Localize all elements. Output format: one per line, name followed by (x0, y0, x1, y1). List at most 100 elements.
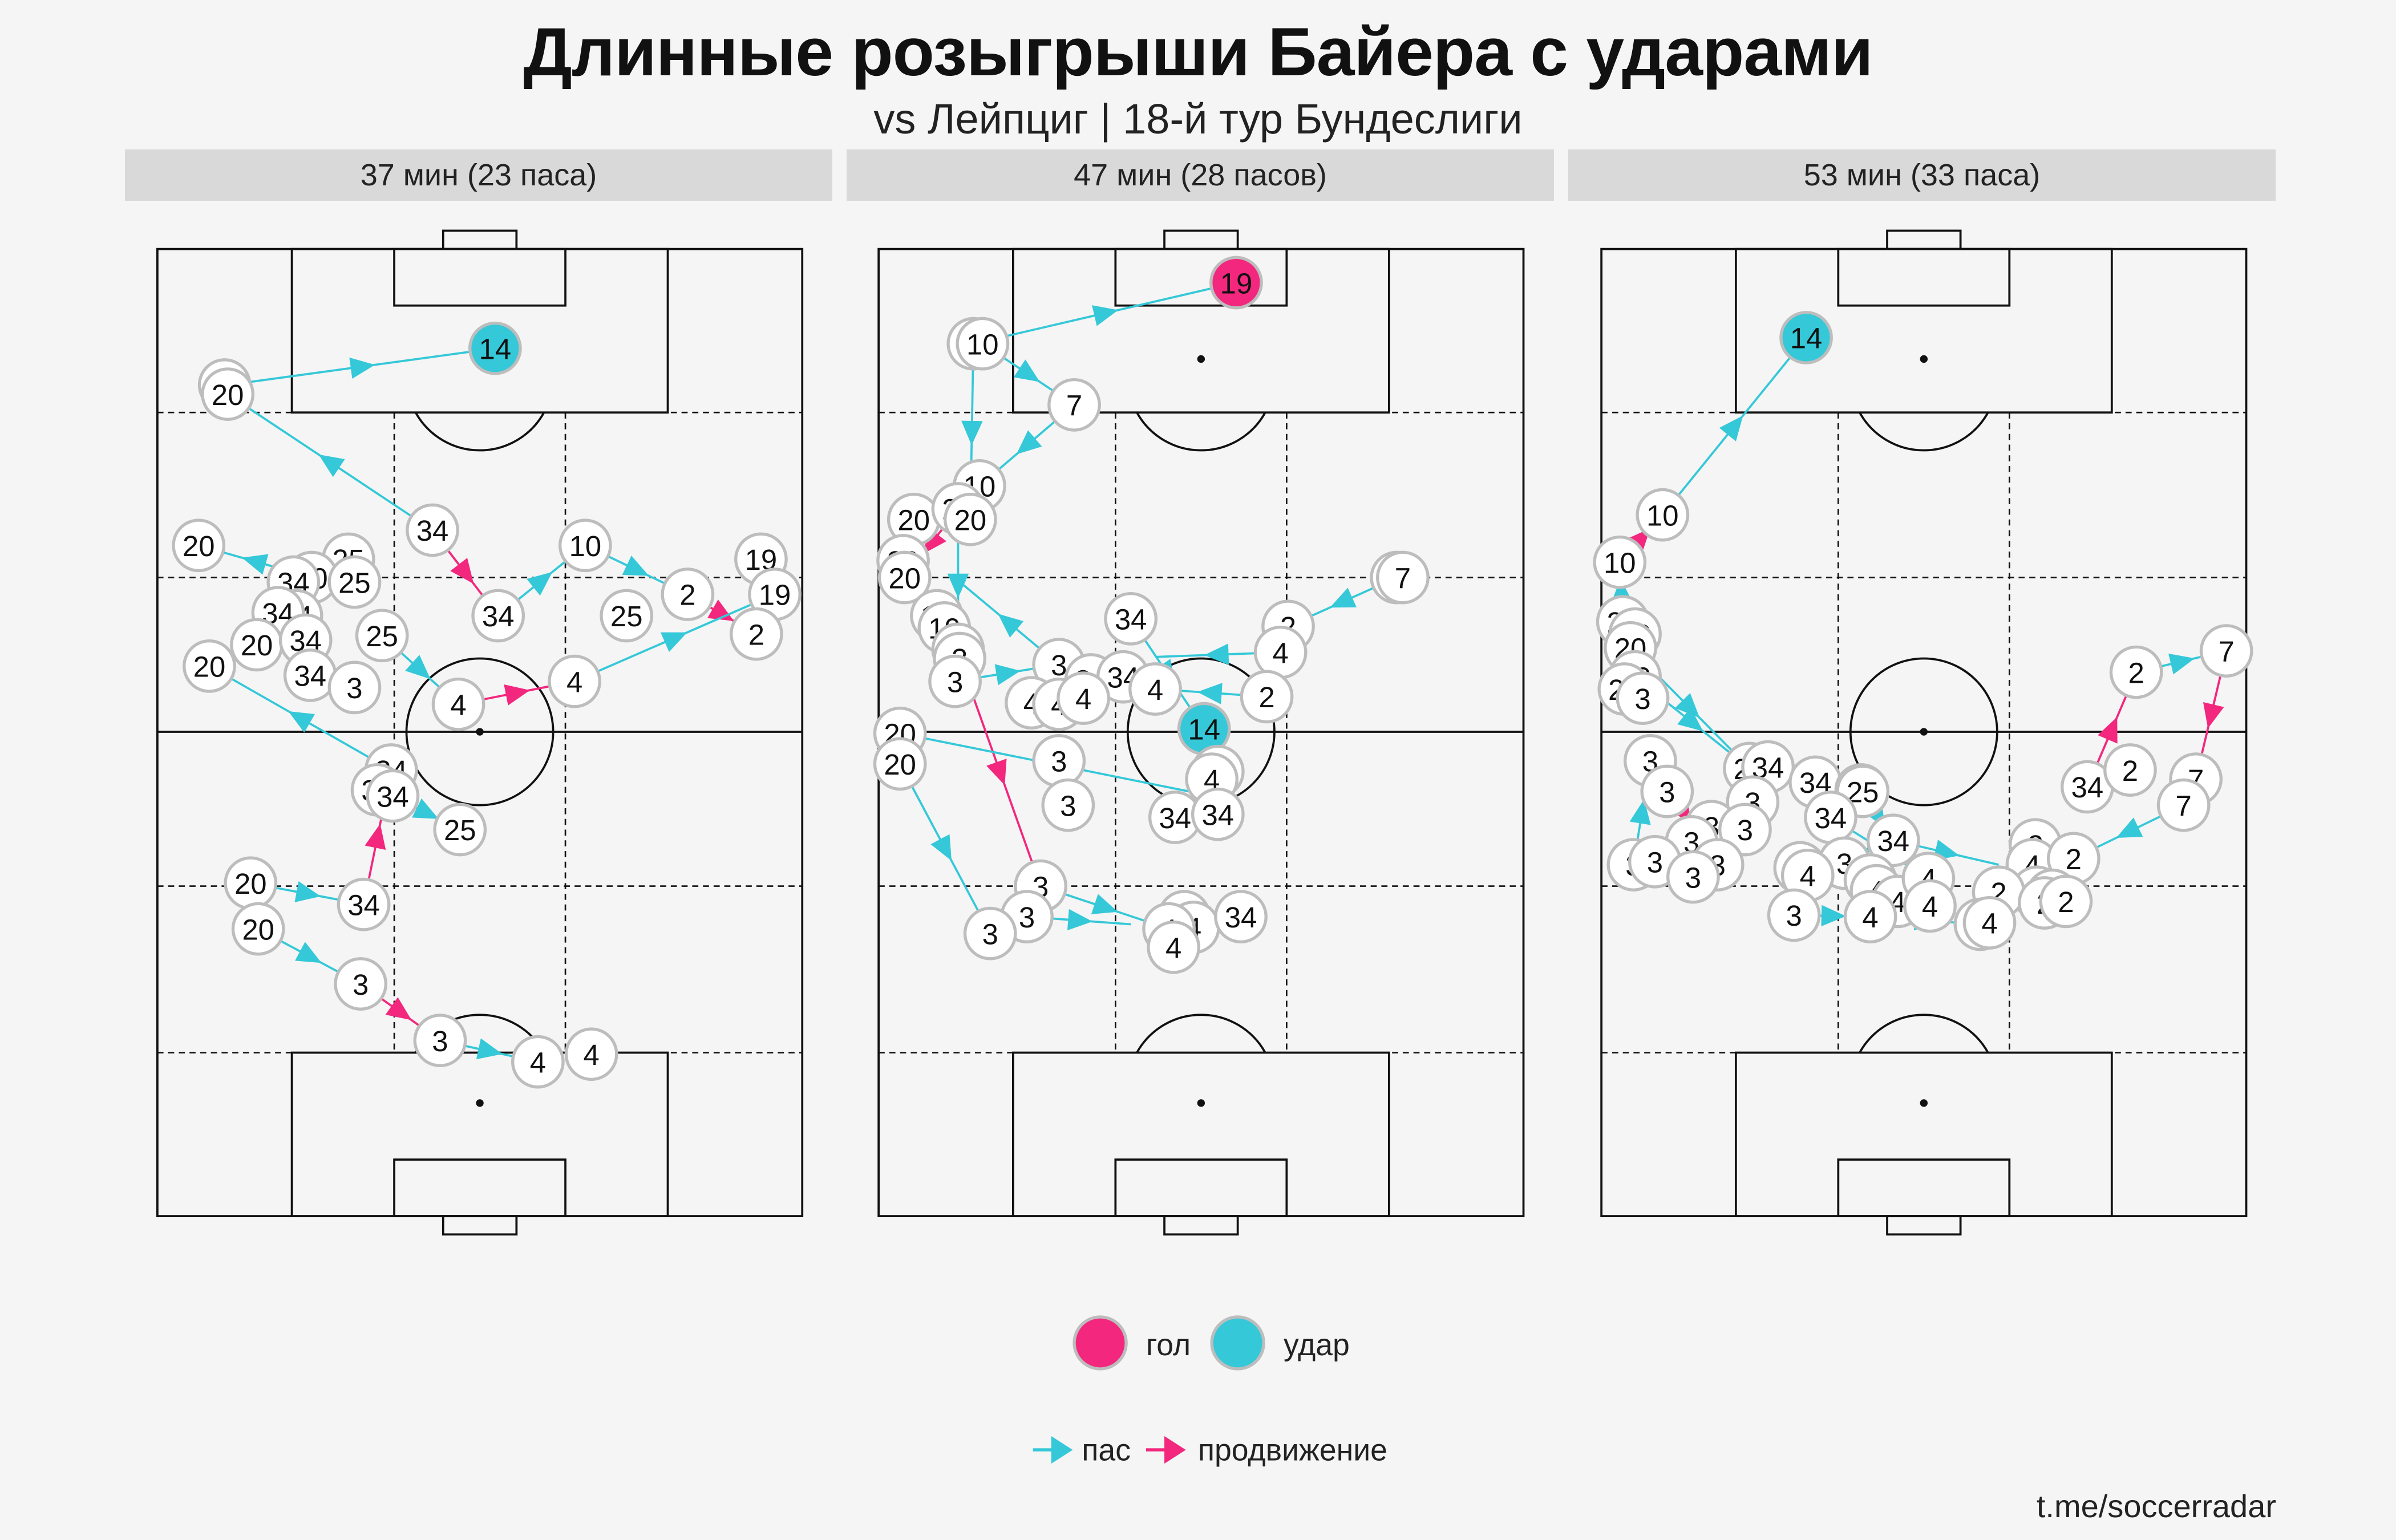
pass-arrow-icon (412, 798, 439, 819)
player-marker (873, 737, 927, 791)
pass-arrow-icon (527, 572, 553, 596)
legend-pass-label: пас (1082, 1434, 1131, 1468)
player-number: 19 (759, 579, 791, 611)
player-node: 3 (1041, 778, 1095, 832)
player-marker (1866, 813, 1920, 868)
player-marker (1636, 488, 1690, 542)
player-number: 25 (338, 566, 371, 599)
goal-top (1886, 229, 1962, 250)
player-number: 3 (1051, 745, 1067, 778)
player-number: 7 (1395, 562, 1411, 594)
player-node: 4 (548, 654, 602, 708)
pass-arrow-icon (1821, 905, 1846, 927)
pass-arrow-icon (2116, 817, 2143, 838)
player-number: 20 (897, 504, 930, 536)
player-marker (2156, 778, 2211, 832)
centre-spot (476, 728, 484, 736)
player-node: 3 (334, 957, 388, 1011)
player-number: 3 (1051, 649, 1067, 682)
player-number: 25 (366, 620, 398, 653)
player-node: 2 (1240, 670, 1294, 724)
player-number: 34 (482, 600, 515, 633)
six-yard-box-bottom (1114, 1158, 1288, 1218)
player-node: 34 (2061, 760, 2114, 814)
carry-arrow-icon (2098, 716, 2118, 744)
player-node: 20 (231, 902, 285, 956)
player-number: 2 (2066, 843, 2082, 876)
carry-arrow-icon (450, 558, 474, 584)
player-number: 2 (2122, 755, 2138, 787)
pass-arrow-icon (405, 655, 431, 679)
player-number: 4 (1272, 637, 1288, 670)
player-number: 20 (954, 504, 987, 536)
player-marker (730, 607, 783, 661)
player-number: 4 (583, 1039, 599, 1071)
pass-arrow-icon (1674, 693, 1700, 718)
player-node: 20 (230, 618, 284, 672)
player-marker (511, 1035, 565, 1089)
player-node: 4 (1128, 662, 1182, 716)
player-number: 34 (1815, 802, 1847, 834)
penalty-spot-top (1197, 355, 1205, 363)
player-number: 7 (1066, 390, 1082, 422)
player-node: 34 (337, 877, 391, 931)
penalty-arc-bottom (1859, 1014, 1989, 1053)
player-marker (327, 660, 382, 715)
player-marker (201, 367, 254, 421)
player-marker (431, 677, 485, 731)
player-number: 34 (1115, 603, 1147, 636)
player-number: 4 (566, 666, 582, 698)
legend-goal-label: гол (1146, 1328, 1191, 1362)
player-marker (1209, 256, 1263, 310)
penalty-spot-bottom (1197, 1099, 1205, 1107)
player-marker (1041, 778, 1095, 832)
legend-carry-arrow-icon (1164, 1436, 1186, 1464)
pass-arrow-icon (930, 834, 952, 861)
player-marker (1147, 920, 1201, 974)
player-marker (548, 654, 602, 708)
player-marker (1128, 662, 1182, 716)
player-node: 4 (1903, 879, 1957, 933)
player-number: 4 (1147, 674, 1163, 706)
player-node: 3 (963, 906, 1017, 961)
player-node: 20 (183, 639, 236, 693)
player-node: 34 (1148, 791, 1202, 844)
player-number: 10 (569, 530, 602, 562)
player-node: 10 (1593, 535, 1647, 589)
player-number: 7 (2176, 789, 2192, 822)
player-node: 4 (511, 1035, 565, 1089)
player-number: 3 (353, 968, 369, 1001)
six-yard-box-bottom (393, 1158, 566, 1218)
player-number: 25 (444, 814, 476, 846)
player-node: 20 (224, 856, 278, 910)
player-node: 10 (558, 518, 612, 573)
penalty-area-bottom (1734, 1051, 2113, 1218)
player-marker (1903, 879, 1957, 933)
player-marker (1843, 890, 1897, 944)
player-node: 7 (1047, 378, 1101, 432)
six-yard-box-top (1837, 248, 2011, 307)
player-node: 10 (956, 317, 1010, 371)
pass-arrow-icon (1330, 587, 1357, 608)
player-number: 20 (234, 868, 267, 900)
pass-arrow-icon (349, 357, 375, 379)
carry-arrow-icon (385, 997, 412, 1020)
player-node: 4 (431, 677, 485, 731)
player-node: 7 (1376, 550, 1430, 605)
player-number: 4 (1922, 890, 1938, 923)
player-number: 34 (347, 889, 380, 921)
goal-bottom (442, 1215, 518, 1236)
player-number: 34 (1225, 901, 1257, 934)
player-node: 3 (1767, 888, 1821, 942)
player-node: 10 (1636, 488, 1690, 542)
player-node: 7 (2156, 778, 2211, 832)
player-marker (334, 957, 388, 1011)
player-node: 3 (1640, 764, 1694, 818)
player-marker (406, 503, 459, 557)
legend-shot-swatch (1210, 1315, 1265, 1371)
player-node: 4 (1147, 920, 1201, 974)
panel-2-label: 47 мин (28 пасов) (847, 149, 1554, 201)
pass-arrow-icon (994, 664, 1021, 686)
carry-arrow-icon (986, 759, 1007, 785)
player-number: 3 (1647, 846, 1663, 878)
